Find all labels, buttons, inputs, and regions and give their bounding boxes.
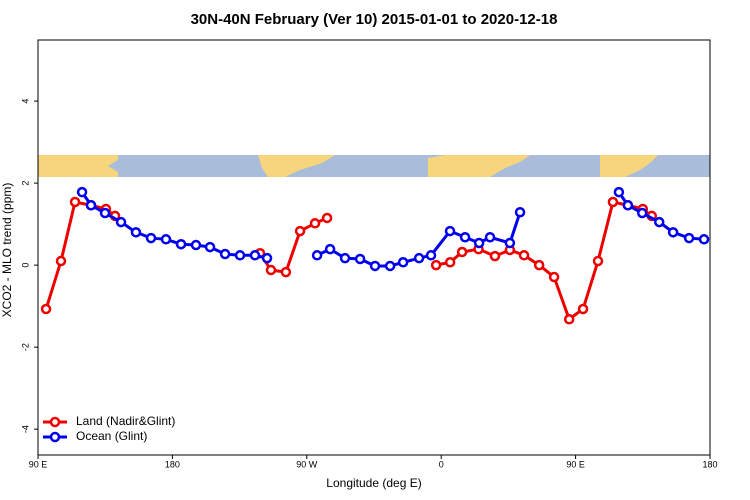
data-point xyxy=(577,303,589,315)
series-line xyxy=(617,191,705,241)
data-point xyxy=(514,206,526,218)
data-point xyxy=(219,248,231,260)
map-strip xyxy=(38,155,710,177)
data-point xyxy=(484,231,496,243)
data-point xyxy=(324,243,336,255)
data-point xyxy=(563,314,575,325)
data-point xyxy=(160,234,172,245)
data-point xyxy=(667,227,679,238)
y-tick-label: -2 xyxy=(20,343,30,351)
legend-marker xyxy=(49,431,61,443)
data-point xyxy=(249,250,261,261)
data-point xyxy=(456,246,468,258)
series-line xyxy=(80,191,268,260)
data-point xyxy=(76,186,88,198)
data-point xyxy=(397,257,409,268)
data-point xyxy=(369,260,381,272)
data-point xyxy=(622,200,634,211)
data-point xyxy=(234,250,246,261)
legend-label: Ocean (Glint) xyxy=(76,429,147,443)
data-point xyxy=(459,231,471,243)
data-point xyxy=(115,216,127,228)
data-point xyxy=(384,260,396,272)
x-tick-label: 0 xyxy=(439,459,444,469)
x-tick-label: 180 xyxy=(702,459,717,469)
data-point xyxy=(413,252,425,264)
x-tick-label: 180 xyxy=(165,459,180,469)
data-point xyxy=(175,238,187,250)
data-point xyxy=(683,232,695,244)
data-point xyxy=(636,207,648,219)
data-point xyxy=(321,212,333,224)
data-point xyxy=(294,225,306,237)
y-tick-label: 2 xyxy=(20,181,30,186)
data-point xyxy=(309,218,321,229)
data-point xyxy=(430,259,442,271)
plot-frame xyxy=(37,39,711,456)
data-point xyxy=(339,252,351,264)
data-point xyxy=(444,225,456,237)
data-point xyxy=(190,239,202,251)
data-point xyxy=(145,232,157,244)
data-point xyxy=(261,252,273,264)
data-point xyxy=(425,250,437,261)
data-point xyxy=(311,250,323,261)
data-point xyxy=(85,200,97,211)
data-point xyxy=(533,259,545,271)
data-point xyxy=(698,234,710,245)
data-point xyxy=(607,196,619,208)
data-point xyxy=(518,250,530,261)
data-point xyxy=(653,216,665,228)
y-tick-label: 4 xyxy=(20,99,30,104)
data-point xyxy=(40,303,52,315)
data-point xyxy=(69,196,81,208)
data-point xyxy=(55,255,67,267)
chart-title: 30N-40N February (Ver 10) 2015-01-01 to … xyxy=(191,11,558,28)
data-point xyxy=(592,255,604,267)
data-point xyxy=(265,264,277,276)
data-point xyxy=(489,250,501,262)
data-point xyxy=(204,241,216,253)
data-point xyxy=(473,237,485,249)
x-tick-label: 90 W xyxy=(296,459,318,469)
legend-label: Land (Nadir&Glint) xyxy=(76,414,175,428)
series-line xyxy=(435,200,653,322)
y-tick-label: -4 xyxy=(20,425,30,433)
data-point xyxy=(548,271,560,283)
data-point xyxy=(280,266,292,278)
y-axis-label: XCO2 - MLO trend (ppm) xyxy=(0,183,14,318)
data-point xyxy=(444,257,456,268)
data-point xyxy=(99,207,111,219)
data-point xyxy=(130,227,142,238)
data-point xyxy=(354,253,366,265)
x-axis-label: Longitude (deg E) xyxy=(326,476,421,490)
x-tick-label: 90 E xyxy=(29,459,48,469)
data-point xyxy=(504,237,516,249)
x-tick-label: 90 E xyxy=(566,459,585,469)
data-point xyxy=(613,186,625,198)
legend-marker xyxy=(49,416,61,428)
y-tick-label: 0 xyxy=(20,263,30,268)
